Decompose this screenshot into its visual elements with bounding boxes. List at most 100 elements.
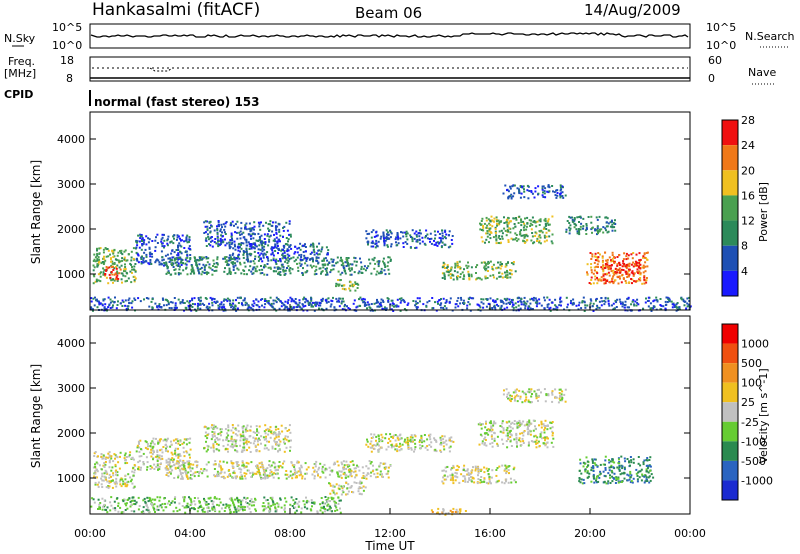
cell	[148, 263, 151, 266]
cell	[259, 439, 261, 441]
cell	[113, 301, 116, 304]
cell	[673, 306, 676, 308]
cell	[277, 465, 280, 468]
cell	[284, 260, 287, 263]
cell	[346, 487, 349, 490]
cell	[379, 470, 382, 473]
cell	[554, 194, 557, 197]
cell	[497, 219, 500, 222]
cell	[268, 428, 271, 431]
cell	[660, 304, 663, 307]
cell	[177, 456, 180, 459]
cell	[120, 272, 123, 275]
cell	[571, 220, 574, 223]
cell	[230, 460, 233, 463]
cell	[314, 463, 317, 466]
cell	[285, 237, 288, 239]
cell	[300, 464, 303, 467]
cell	[383, 269, 386, 272]
cell	[472, 297, 475, 300]
cell	[462, 278, 465, 280]
cell	[245, 302, 248, 305]
cell	[116, 304, 119, 306]
cell	[368, 232, 371, 235]
cell	[544, 219, 547, 222]
cell	[445, 300, 448, 303]
cell	[97, 481, 100, 484]
cell	[210, 438, 213, 441]
cell	[355, 482, 358, 484]
cell	[239, 237, 242, 240]
cell	[479, 277, 481, 280]
cell	[463, 302, 466, 305]
cell	[160, 448, 163, 451]
cell	[311, 473, 314, 476]
cell	[370, 437, 373, 439]
cell	[378, 448, 381, 451]
cell	[523, 296, 526, 299]
cell	[515, 438, 518, 441]
cell	[263, 264, 266, 267]
cell	[526, 189, 529, 192]
cell	[584, 306, 587, 309]
cell	[410, 448, 413, 451]
cell	[275, 435, 278, 438]
cell	[206, 434, 209, 437]
cell	[186, 475, 188, 478]
cell	[586, 271, 588, 274]
cell	[206, 475, 209, 478]
cell	[323, 257, 326, 260]
cell	[637, 271, 639, 274]
cell	[508, 465, 511, 467]
cell	[243, 472, 246, 475]
colorbar-tick-label: 12	[741, 215, 755, 228]
cell	[165, 263, 168, 266]
cell	[279, 240, 281, 243]
cell	[561, 185, 564, 188]
cell	[284, 300, 287, 303]
cell	[169, 259, 172, 261]
cell	[543, 226, 546, 229]
cell	[252, 305, 255, 308]
cell	[189, 258, 192, 261]
cell	[393, 305, 395, 308]
cell	[177, 252, 180, 255]
cell	[386, 238, 388, 241]
cell	[282, 270, 285, 273]
cell	[213, 468, 216, 470]
cell	[165, 461, 168, 464]
cell	[233, 224, 235, 227]
cell	[160, 455, 163, 458]
cell	[228, 469, 231, 471]
cell	[130, 478, 133, 481]
cell	[666, 296, 669, 299]
cell	[239, 261, 241, 264]
cell	[262, 473, 265, 476]
cell	[239, 439, 242, 442]
cell	[180, 258, 183, 261]
cell	[97, 279, 100, 282]
cell	[512, 227, 515, 230]
cell	[523, 236, 526, 239]
cell	[242, 425, 245, 428]
cell	[160, 250, 163, 253]
cell	[128, 454, 131, 457]
cell	[183, 302, 186, 304]
cell	[601, 261, 604, 264]
cell	[499, 299, 502, 302]
cell	[113, 263, 116, 265]
cell	[173, 452, 176, 455]
cell	[102, 261, 104, 263]
cell	[413, 434, 416, 437]
cell	[482, 226, 485, 229]
cell	[254, 233, 256, 236]
cell	[233, 444, 236, 447]
cell	[559, 189, 562, 192]
cell	[485, 232, 488, 235]
cell	[242, 253, 245, 256]
cell	[523, 303, 526, 306]
cell	[179, 440, 182, 443]
cell	[157, 305, 160, 308]
cell	[223, 298, 226, 301]
cell	[166, 300, 169, 303]
